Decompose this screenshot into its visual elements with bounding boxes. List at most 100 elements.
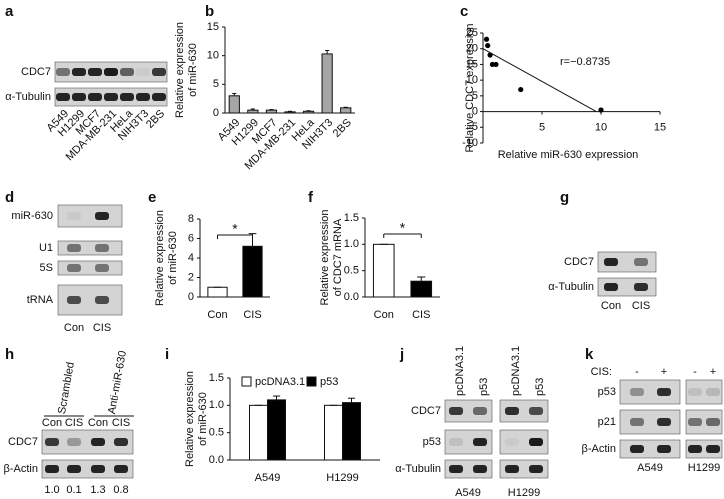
blot-band <box>91 438 105 446</box>
blot-band <box>706 445 720 453</box>
row-label: β-Actin <box>582 443 616 455</box>
bar <box>267 399 286 461</box>
error-bar <box>232 93 237 96</box>
blot-band <box>630 388 644 396</box>
blot-band <box>67 264 81 272</box>
x-tick-label: 5 <box>539 121 545 133</box>
y-tick-label: 0.0 <box>209 454 224 466</box>
bar <box>249 404 268 461</box>
y-tick-label: 8 <box>188 213 194 225</box>
blot-background <box>444 459 493 479</box>
error-bar <box>287 110 293 112</box>
blot-band <box>634 283 648 291</box>
panel-letter: g <box>560 189 569 206</box>
x-tick-label: 15 <box>654 121 666 133</box>
lane-label: CIS <box>112 417 130 429</box>
bar <box>247 109 259 114</box>
y-tick-label: 4 <box>188 252 194 264</box>
blot-background <box>499 459 549 479</box>
y-tick-label: 0.0 <box>344 291 359 303</box>
blot-band <box>72 68 86 76</box>
bar <box>228 95 240 114</box>
blot-background <box>499 399 549 423</box>
y-axis-label: of miR-630 <box>167 231 179 285</box>
significance: * <box>232 221 238 237</box>
row-label: α-Tubulin <box>395 463 441 475</box>
blot-band <box>67 465 81 473</box>
blot-band <box>67 438 81 446</box>
blot-band <box>120 93 134 101</box>
quantification: 0.8 <box>113 484 128 496</box>
blot-band <box>120 68 134 76</box>
y-axis-label: of miR-630 <box>187 43 199 97</box>
y-tick-label: 1.0 <box>209 399 224 411</box>
panel-letter: e <box>148 189 156 206</box>
blot-band <box>630 445 644 453</box>
error-bar <box>306 110 311 112</box>
bar <box>321 53 333 114</box>
bar <box>340 107 352 114</box>
y-tick-label: 0 <box>213 107 219 119</box>
blot-band <box>688 388 702 396</box>
blot-band <box>152 93 166 101</box>
lane-label: + <box>710 366 716 378</box>
blot-band <box>657 388 671 396</box>
y-tick-label: 5 <box>213 78 219 90</box>
lane-label: + <box>661 366 667 378</box>
y-tick-label: -5 <box>468 121 478 133</box>
blot-band <box>72 93 86 101</box>
y-tick-label: 1.5 <box>344 212 359 224</box>
row-label: p53 <box>598 386 616 398</box>
group-label: H1299 <box>508 487 540 499</box>
blot-band <box>95 264 109 272</box>
y-tick-label: 10 <box>466 74 478 86</box>
blot-band <box>449 438 463 446</box>
y-axis-label: Relative expression <box>184 371 196 467</box>
lane-label: pcDNA3.1 <box>510 346 522 396</box>
blot-band <box>104 93 118 101</box>
blot-band <box>95 212 109 220</box>
bar <box>242 245 263 298</box>
blot-band <box>67 296 81 304</box>
bar <box>302 110 315 114</box>
row-label: tRNA <box>27 294 54 306</box>
y-tick-label: 1.5 <box>209 372 224 384</box>
point <box>493 61 499 68</box>
x-tick-label: 2BS <box>331 117 354 140</box>
y-tick-label: 6 <box>188 232 194 244</box>
y-tick-label: 25 <box>466 27 478 39</box>
row-label: p53 <box>423 436 441 448</box>
blot-band <box>505 407 519 415</box>
significance: * <box>400 220 406 236</box>
panel-letter: d <box>5 189 14 206</box>
y-tick-label: 1.0 <box>344 238 359 250</box>
blot-band <box>473 465 487 473</box>
blot-band <box>88 93 102 101</box>
lane-label: 2BS <box>144 108 167 131</box>
panel-letter: k <box>585 346 594 363</box>
group-label: Anti-miR-630 <box>106 350 129 415</box>
blot-band <box>449 407 463 415</box>
lane-label: Con <box>601 300 621 312</box>
x-axis-label: Relative miR-630 expression <box>498 149 639 161</box>
y-tick-label: 2 <box>188 271 194 283</box>
lane-label: Con <box>42 417 62 429</box>
group-label: A549 <box>637 462 663 474</box>
legend-swatch <box>306 376 317 387</box>
y-tick-label: 0 <box>188 291 194 303</box>
y-tick-label: 15 <box>207 21 219 33</box>
blot-background <box>57 204 123 228</box>
x-tick-label: Con <box>374 309 394 321</box>
fit-line <box>482 48 597 113</box>
blot-band <box>529 465 543 473</box>
blot-band <box>114 465 128 473</box>
blot-band <box>114 438 128 446</box>
error-bar <box>325 50 330 54</box>
blot-background <box>444 399 493 423</box>
x-tick-label: Con <box>207 309 227 321</box>
bar <box>207 286 228 298</box>
blot-background <box>57 284 123 316</box>
lane-label: CIS <box>632 300 650 312</box>
quantification: 0.1 <box>66 484 81 496</box>
lane-label: CIS <box>65 417 83 429</box>
